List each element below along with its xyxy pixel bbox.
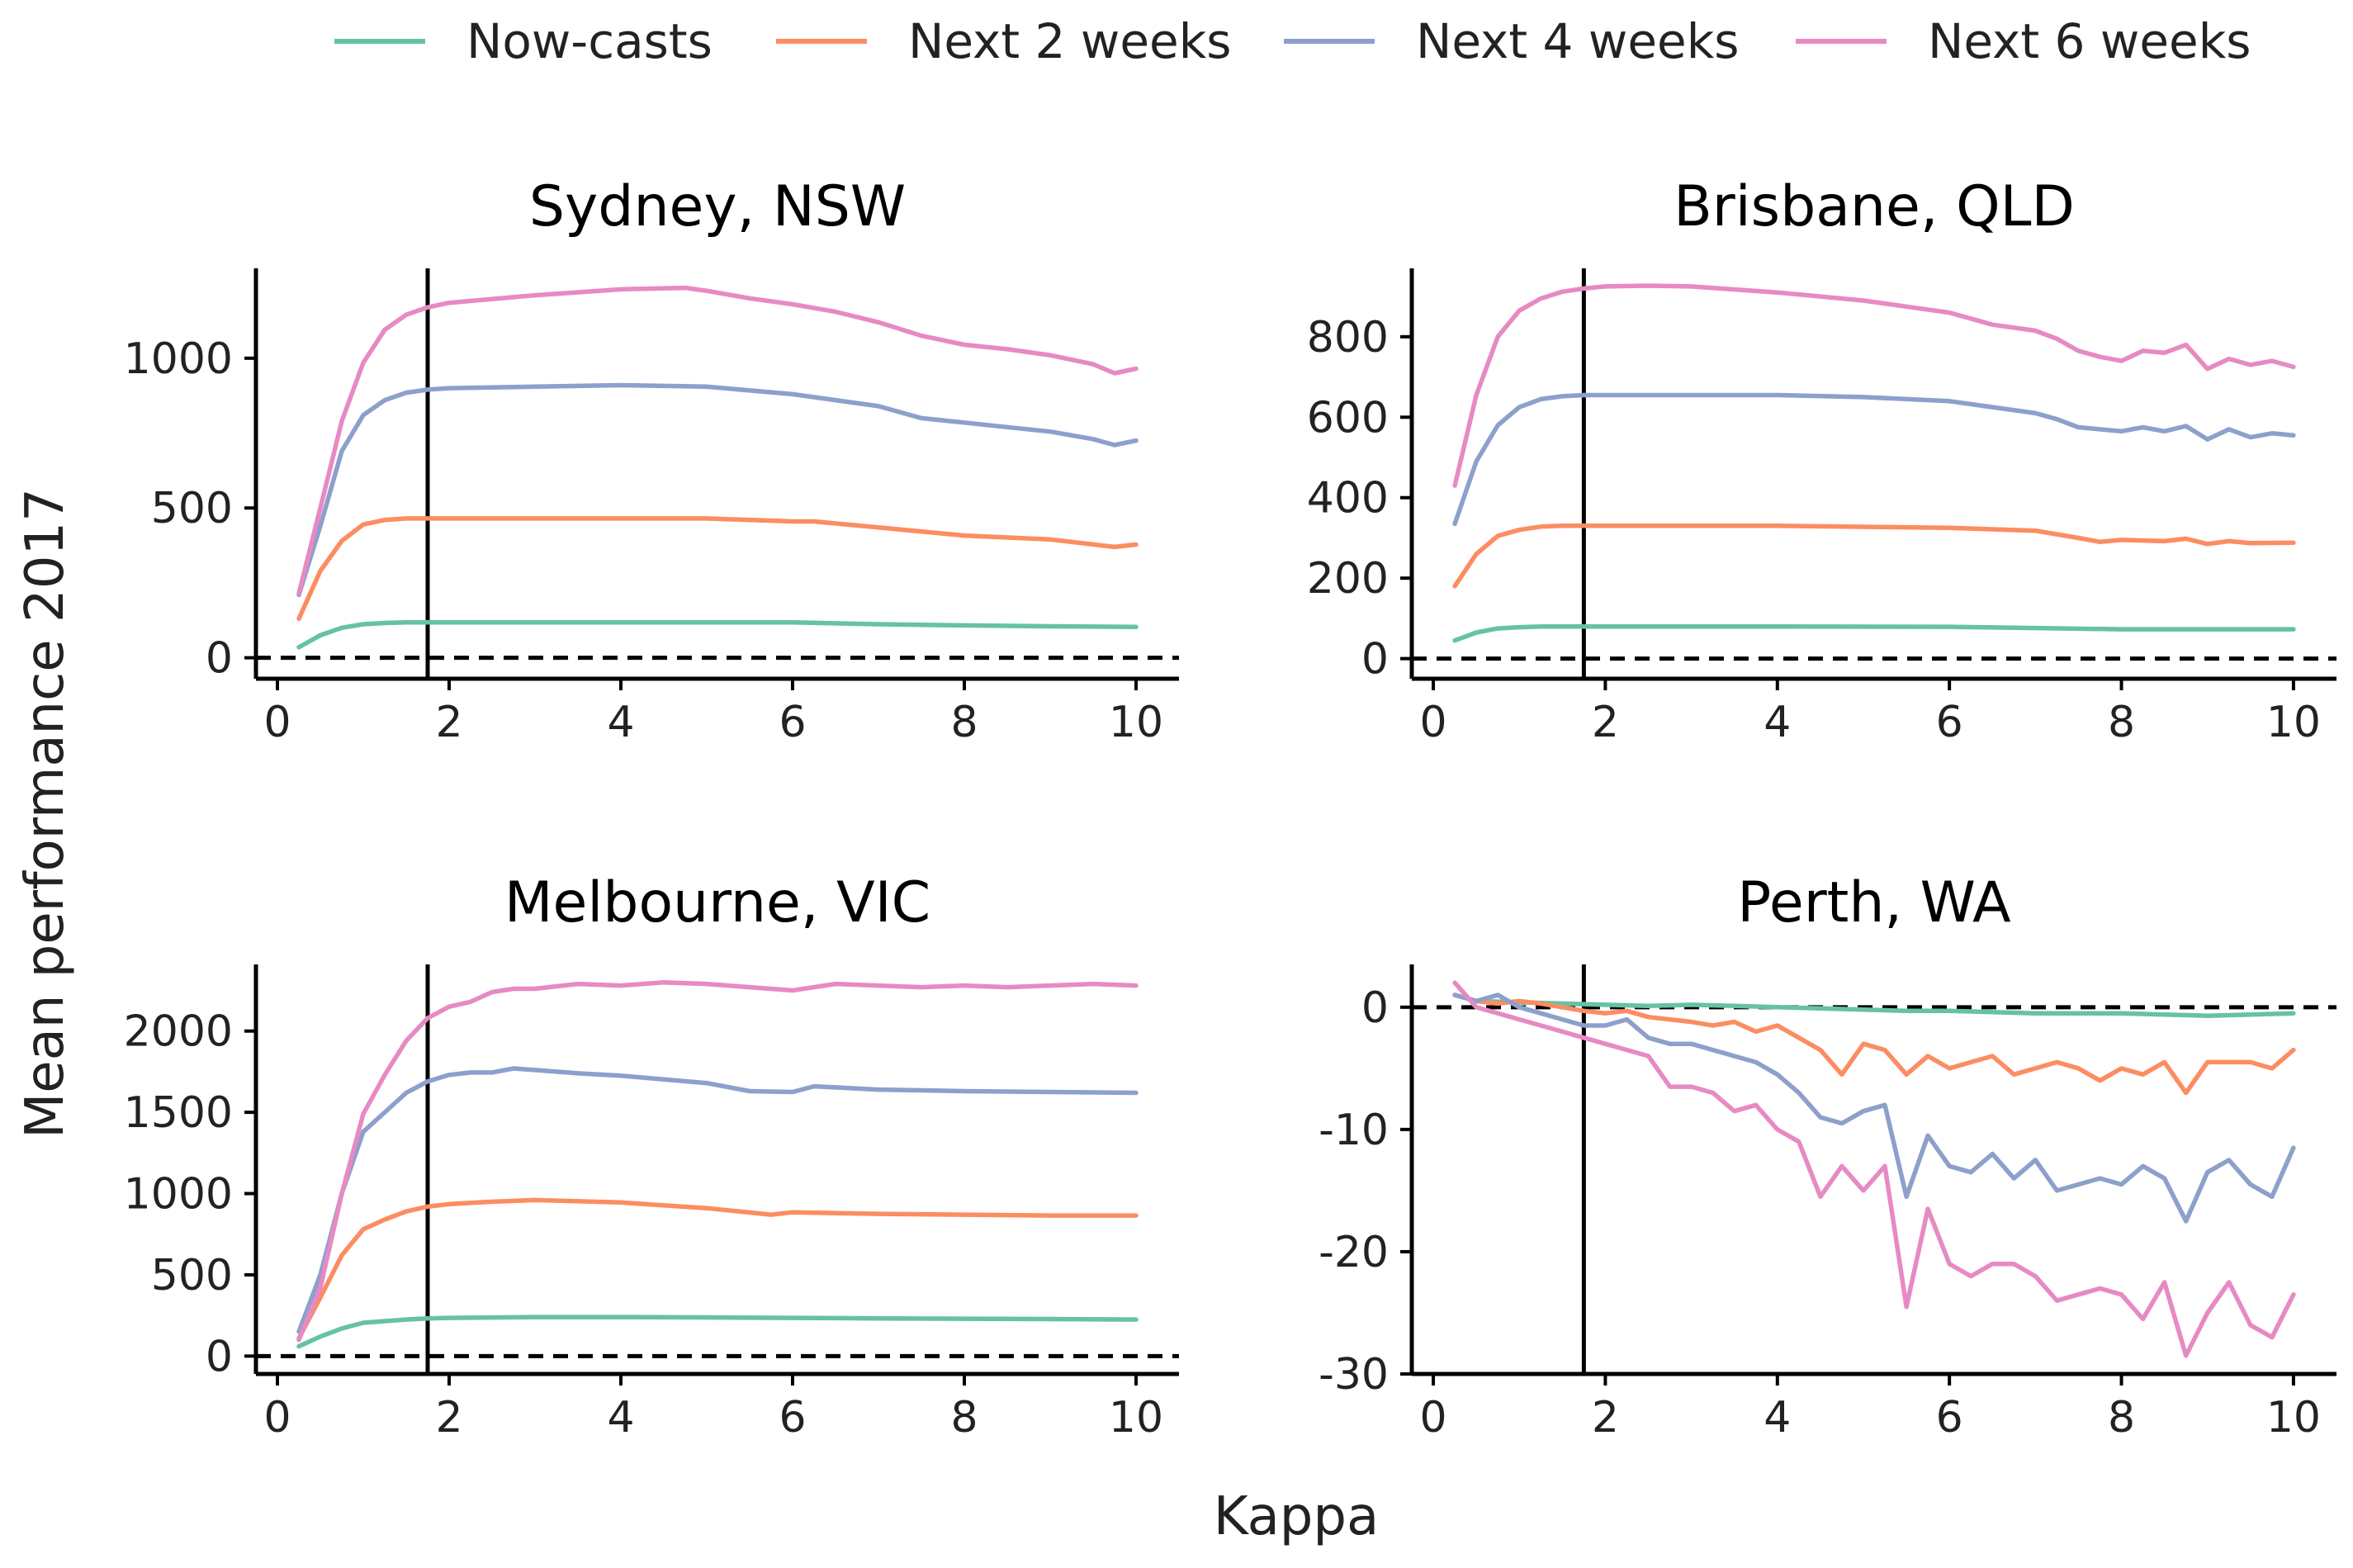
x-tick-label: 4 xyxy=(607,698,634,747)
y-tick-label: 600 xyxy=(1307,393,1389,443)
y-tick-label: -30 xyxy=(1319,1350,1389,1400)
legend-label-w6: Next 6 weeks xyxy=(1928,13,2251,69)
series-line-now xyxy=(296,620,1139,650)
x-tick-label: 8 xyxy=(950,1393,978,1442)
x-tick-label: 6 xyxy=(1936,698,1963,747)
x-tick-label: 4 xyxy=(607,1393,634,1442)
y-tick-label: 0 xyxy=(206,1332,233,1381)
x-tick-label: 0 xyxy=(263,698,291,747)
y-tick-label: 1000 xyxy=(124,334,233,384)
panel-sydney-nsw: Sydney, NSW 0 2 4 6 8 10 0 500 1000 xyxy=(124,174,1179,747)
y-tick-label: 500 xyxy=(151,484,233,533)
series-line-now xyxy=(1452,992,2296,1018)
y-tick-label: 1500 xyxy=(124,1088,233,1138)
legend: Now-casts Next 2 weeks Next 4 weeks Next 6 … xyxy=(334,13,2251,69)
y-tick-label: 1000 xyxy=(124,1170,233,1220)
series-line-now xyxy=(1452,623,2296,643)
legend-label-now: Now-casts xyxy=(466,13,713,69)
x-tick-label: 6 xyxy=(1936,1393,1963,1442)
y-axis-title: Mean performance 2017 xyxy=(15,488,76,1139)
x-tick-label: 8 xyxy=(2108,698,2135,747)
x-tick-label: 2 xyxy=(1592,1393,1619,1442)
x-tick-label: 10 xyxy=(2266,1393,2321,1442)
series-line-w2 xyxy=(1452,523,2296,589)
series-line-w6 xyxy=(1452,980,2296,1358)
y-tick-label: 2000 xyxy=(124,1007,233,1057)
x-tick-label: 2 xyxy=(435,698,462,747)
x-tick-label: 0 xyxy=(1419,1393,1446,1442)
panel-title: Brisbane, QLD xyxy=(1674,174,2075,239)
series-line-w4 xyxy=(1452,392,2296,527)
x-tick-label: 2 xyxy=(1592,698,1619,747)
series-line-w4 xyxy=(1452,992,2296,1224)
series-line-w6 xyxy=(1452,283,2296,488)
x-tick-label: 8 xyxy=(950,698,978,747)
y-tick-label: 400 xyxy=(1307,474,1389,523)
x-axis-title: Kappa xyxy=(1214,1486,1380,1547)
series-line-w4 xyxy=(296,382,1139,598)
y-tick-label: 0 xyxy=(1361,635,1389,685)
x-tick-label: 4 xyxy=(1764,1393,1791,1442)
y-tick-label: 800 xyxy=(1307,313,1389,362)
y-tick-label: -10 xyxy=(1319,1106,1389,1155)
y-tick-label: 200 xyxy=(1307,554,1389,604)
series-line-w2 xyxy=(1452,992,2296,1096)
x-tick-label: 10 xyxy=(1109,1393,1163,1442)
series-line-w4 xyxy=(296,1066,1139,1334)
y-tick-label: -20 xyxy=(1319,1228,1389,1277)
x-tick-label: 8 xyxy=(2108,1393,2135,1442)
panel-melbourne-vic: Melbourne, VIC 0 2 4 6 8 10 0 500 1000 1500 2000 xyxy=(124,870,1179,1442)
legend-label-w4: Next 4 weeks xyxy=(1416,13,1740,69)
x-tick-label: 4 xyxy=(1764,698,1791,747)
panel-brisbane-qld: Brisbane, QLD 0 2 4 6 8 10 0 200 400 600 800 xyxy=(1307,174,2336,747)
x-tick-label: 2 xyxy=(435,1393,462,1442)
y-tick-label: 0 xyxy=(206,634,233,684)
x-tick-label: 0 xyxy=(1419,698,1446,747)
x-tick-label: 10 xyxy=(1109,698,1163,747)
y-tick-label: 500 xyxy=(151,1251,233,1300)
x-tick-label: 10 xyxy=(2266,698,2321,747)
legend-label-w2: Next 2 weeks xyxy=(908,13,1232,69)
x-tick-label: 6 xyxy=(779,1393,806,1442)
panel-title: Perth, WA xyxy=(1737,870,2010,936)
series-line-w2 xyxy=(296,516,1139,622)
panel-title: Sydney, NSW xyxy=(529,174,906,239)
panel-perth-wa: Perth, WA 0 2 4 6 8 10 -30 -20 -10 0 xyxy=(1319,870,2336,1442)
series-line-w6 xyxy=(296,979,1139,1343)
x-tick-label: 6 xyxy=(779,698,806,747)
series-line-w2 xyxy=(296,1197,1139,1341)
series-line-w6 xyxy=(296,285,1139,596)
x-tick-label: 0 xyxy=(263,1393,291,1442)
panel-title: Melbourne, VIC xyxy=(504,870,930,936)
y-tick-label: 0 xyxy=(1361,983,1389,1033)
series-line-now xyxy=(296,1315,1139,1349)
